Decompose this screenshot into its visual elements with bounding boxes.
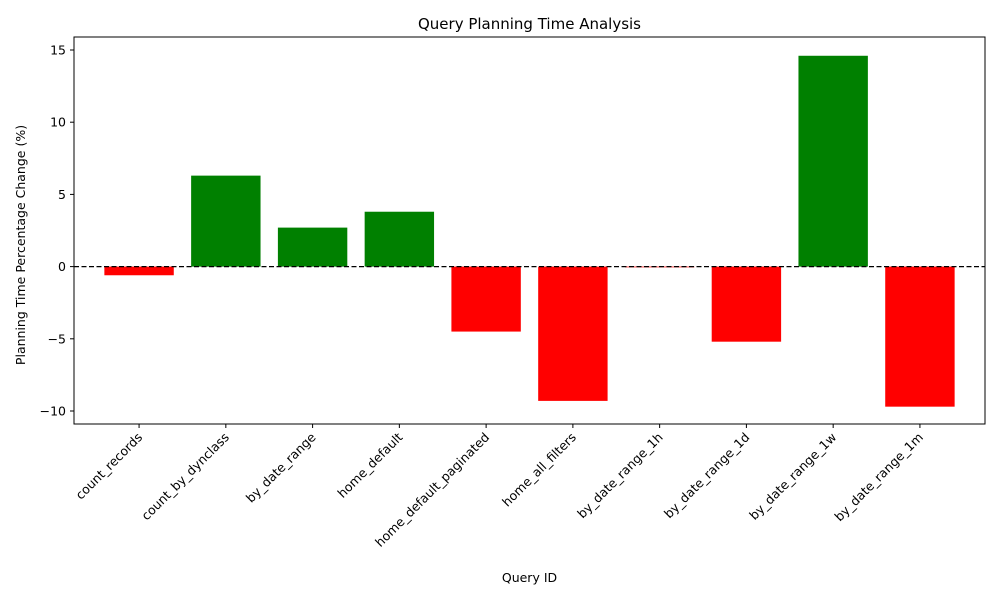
x-tick-label: home_default xyxy=(334,429,405,500)
bar-home-all-filters xyxy=(538,266,608,401)
bar-by-date-range xyxy=(277,227,348,267)
y-tick-label: 5 xyxy=(58,187,66,202)
x-tick-label: count_records xyxy=(72,430,145,503)
bars-group xyxy=(104,55,955,407)
x-tick-label: by_date_range_1h xyxy=(574,430,666,522)
bar-home-default xyxy=(364,211,435,267)
plot-frame xyxy=(73,36,986,425)
y-axis-label: Planning Time Percentage Change (%) xyxy=(13,125,28,365)
bar-by-date-range-1d xyxy=(711,266,782,342)
x-tick-label: by_date_range_1d xyxy=(661,430,753,522)
bar-home-default-paginated xyxy=(451,266,521,332)
y-tick-label: 10 xyxy=(50,115,66,130)
y-tick-label: 15 xyxy=(50,42,66,57)
y-tick-label: 0 xyxy=(58,259,66,274)
x-tick-label: count_by_dynclass xyxy=(138,430,232,524)
x-axis-label: Query ID xyxy=(502,570,557,585)
y-tick-label: −10 xyxy=(40,404,66,419)
chart-title: Query Planning Time Analysis xyxy=(418,15,641,33)
x-tick-label: by_date_range_1w xyxy=(746,430,839,523)
bar-count-by-dynclass xyxy=(191,175,261,267)
x-tick-label: by_date_range xyxy=(243,429,319,505)
y-tick-label: −5 xyxy=(48,331,66,346)
y-axis: −10 −5 0 5 10 15 xyxy=(40,42,74,419)
bar-count-records xyxy=(104,266,174,276)
bar-by-date-range-1w xyxy=(798,55,868,267)
x-tick-label: home_all_filters xyxy=(499,430,579,510)
bar-by-date-range-1m xyxy=(885,266,955,407)
x-tick-label: by_date_range_1m xyxy=(831,430,926,525)
